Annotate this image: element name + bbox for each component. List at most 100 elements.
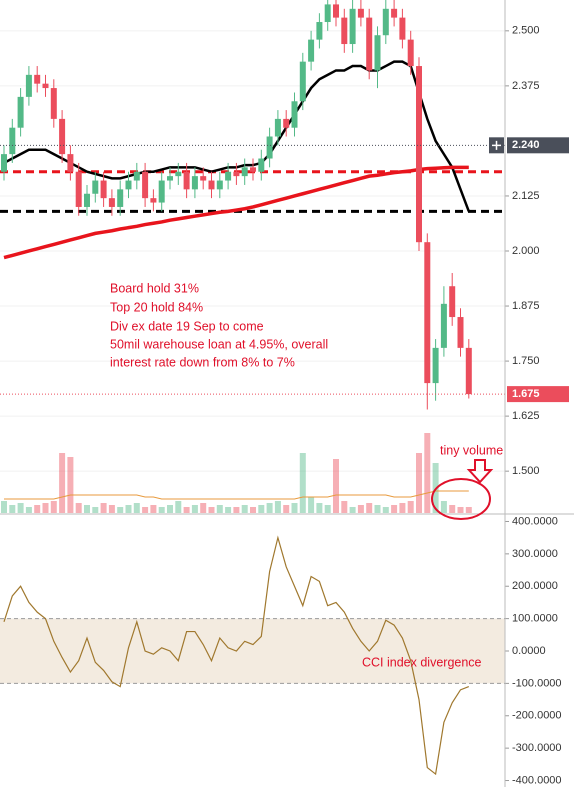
volume-bar bbox=[84, 505, 90, 513]
y-tick-label: 100.0000 bbox=[512, 613, 558, 625]
y-tick-label: 2.125 bbox=[512, 190, 540, 202]
volume-bar bbox=[449, 505, 456, 513]
candle-body bbox=[374, 35, 381, 71]
y-tick-label: 300.0000 bbox=[512, 548, 558, 560]
volume-bar bbox=[117, 507, 124, 513]
y-tick-label: 2.000 bbox=[512, 245, 540, 257]
volume-bar bbox=[191, 505, 198, 513]
candle-body bbox=[291, 101, 298, 128]
candle-body bbox=[42, 83, 49, 89]
candle-body bbox=[158, 180, 165, 203]
candle-body bbox=[133, 171, 140, 181]
candle-body bbox=[150, 198, 157, 203]
circle bbox=[431, 478, 491, 520]
candle-body bbox=[308, 39, 315, 62]
volume-bar bbox=[9, 505, 16, 513]
candle-body bbox=[357, 8, 364, 18]
candle-body bbox=[399, 17, 406, 40]
volume-bar bbox=[1, 501, 7, 513]
annotation: Top 20 hold 84% bbox=[110, 300, 203, 314]
candle-body bbox=[316, 22, 323, 40]
crosshair-icon bbox=[492, 140, 501, 150]
volume-bar bbox=[341, 501, 348, 513]
candle-body bbox=[274, 118, 281, 137]
volume-bar bbox=[25, 507, 32, 513]
volume-bar bbox=[75, 503, 82, 513]
candle-body bbox=[100, 180, 107, 199]
candle-body bbox=[382, 8, 389, 36]
annotation: CCI index divergence bbox=[362, 655, 482, 669]
arrow bbox=[466, 459, 494, 484]
volume-bar bbox=[175, 501, 182, 513]
volume-bar bbox=[216, 505, 223, 513]
y-tick-label: -200.0000 bbox=[512, 710, 562, 722]
y-tick-label: 1.500 bbox=[512, 465, 540, 477]
volume-bar bbox=[67, 457, 74, 513]
volume-bar bbox=[208, 507, 215, 513]
candle-body bbox=[233, 171, 240, 177]
candle-body bbox=[465, 347, 472, 395]
candle-body bbox=[142, 171, 149, 199]
cci-band bbox=[0, 618, 505, 684]
candle-body bbox=[266, 136, 273, 159]
candle-body bbox=[366, 17, 373, 71]
candle-body bbox=[440, 303, 447, 348]
candle-body bbox=[125, 180, 132, 190]
candle-body bbox=[191, 176, 198, 190]
volume-bar bbox=[250, 507, 256, 513]
volume-bar bbox=[233, 507, 240, 513]
volume-bar bbox=[167, 505, 173, 513]
candle-body bbox=[258, 158, 265, 172]
volume-bar bbox=[308, 497, 315, 513]
volume-bar bbox=[440, 501, 447, 513]
candle-body bbox=[241, 167, 248, 177]
volume-bar bbox=[424, 433, 431, 513]
candle-body bbox=[84, 193, 90, 207]
volume-bar bbox=[183, 507, 190, 513]
annotation: interest rate down from 8% to 7% bbox=[110, 355, 295, 369]
candle-body bbox=[108, 198, 115, 207]
volume-bar bbox=[158, 507, 165, 513]
annotation: 50mil warehouse loan at 4.95%, overall bbox=[110, 337, 328, 351]
volume-bar bbox=[457, 507, 464, 513]
volume-bar bbox=[42, 503, 49, 513]
volume-bar bbox=[241, 505, 248, 513]
volume-bar bbox=[357, 505, 364, 513]
candle-body bbox=[250, 167, 256, 172]
candle-body bbox=[299, 61, 306, 102]
candle-body bbox=[167, 176, 173, 181]
volume-bar bbox=[34, 505, 41, 513]
candle-body bbox=[50, 88, 57, 119]
price-marker bbox=[507, 386, 569, 403]
cci-panel bbox=[0, 535, 505, 776]
candle-body bbox=[1, 154, 7, 172]
candle-body bbox=[391, 8, 398, 18]
volume-bar bbox=[366, 503, 373, 513]
volume-bar bbox=[133, 503, 140, 513]
y-tick-label: 1.750 bbox=[512, 355, 540, 367]
price-marker bbox=[507, 137, 569, 154]
volume-bar bbox=[266, 503, 273, 513]
y-tick-label: 400.0000 bbox=[512, 515, 558, 527]
volume-bar bbox=[50, 501, 57, 513]
candle-body bbox=[416, 66, 422, 243]
candle-body bbox=[200, 176, 207, 181]
candle-body bbox=[34, 74, 41, 84]
candle-body bbox=[341, 17, 348, 45]
volume-bar bbox=[100, 503, 107, 513]
volume-bar bbox=[283, 505, 290, 513]
y-tick-label: 1.625 bbox=[512, 410, 540, 422]
candle-body bbox=[75, 171, 82, 207]
volume-bar bbox=[258, 505, 265, 513]
candle-body bbox=[333, 4, 339, 18]
price-axis: 1.500 1.625 1.750 1.875 2.000 2.125 2.375 2.500… bbox=[489, 25, 569, 786]
annotation: Board hold 31% bbox=[110, 281, 199, 295]
volume-bar bbox=[391, 505, 398, 513]
volume-ma bbox=[4, 490, 469, 500]
volume-bar bbox=[382, 507, 389, 513]
candle-body bbox=[25, 74, 32, 97]
volume-bar bbox=[399, 503, 406, 513]
y-tick-label: 1.875 bbox=[512, 300, 540, 312]
candle-body bbox=[457, 317, 464, 348]
